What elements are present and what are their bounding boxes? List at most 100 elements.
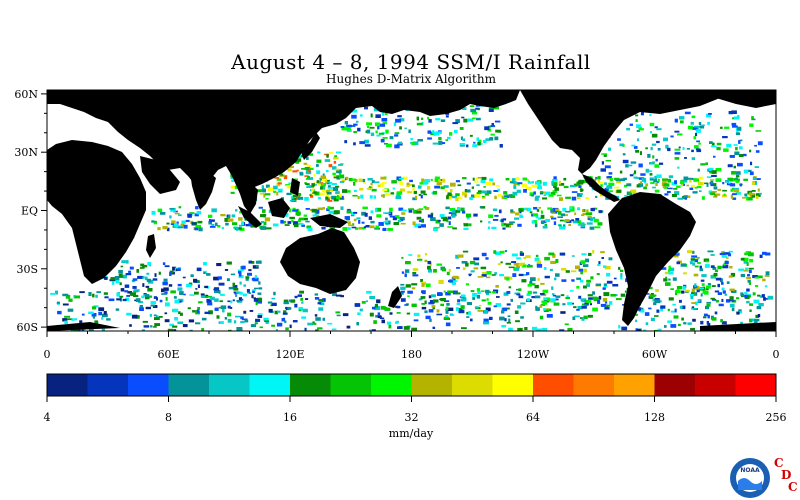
rain-cell <box>692 127 698 130</box>
rain-cell <box>466 189 471 193</box>
rain-cell <box>729 303 735 308</box>
rain-cell <box>610 294 616 297</box>
colorbar-swatch <box>654 374 696 396</box>
rain-cell <box>573 183 578 187</box>
rain-cell <box>366 187 371 190</box>
rain-cell <box>697 299 701 303</box>
rain-cell <box>709 171 712 174</box>
rain-cell <box>765 271 770 275</box>
rain-cell <box>265 321 269 324</box>
rain-cell <box>428 119 432 123</box>
rain-cell <box>507 315 511 317</box>
rain-cell <box>567 327 573 331</box>
rain-cell <box>398 141 403 145</box>
rain-cell <box>238 275 244 279</box>
colorbar-unit-label: mm/day <box>389 427 434 440</box>
rain-cell <box>623 195 628 197</box>
rain-cell <box>248 222 252 227</box>
rain-cell <box>238 271 242 274</box>
rain-cell <box>604 265 611 270</box>
rain-cell <box>213 276 220 281</box>
lat-tick-label: 60N <box>14 88 38 101</box>
rain-cell <box>652 298 655 302</box>
rain-cell <box>664 193 669 196</box>
rain-cell <box>153 296 158 299</box>
rain-cell <box>650 317 655 322</box>
rain-cell <box>462 210 466 214</box>
rain-cell <box>536 209 540 212</box>
rain-cell <box>706 321 709 325</box>
rain-cell <box>333 160 337 164</box>
rain-cell <box>319 177 322 181</box>
rain-cell <box>473 213 478 217</box>
rain-cell <box>206 273 211 276</box>
rain-cell <box>480 266 487 270</box>
rain-cell <box>369 225 375 229</box>
rain-cell <box>362 178 366 183</box>
rain-cell <box>497 188 500 192</box>
rain-cell <box>389 207 393 212</box>
rain-cell <box>668 271 674 275</box>
rain-cell <box>447 216 452 220</box>
rain-cell <box>663 187 668 189</box>
rain-cell <box>489 178 494 182</box>
rain-cell <box>439 223 444 227</box>
rain-cell <box>470 318 473 322</box>
rain-cell <box>431 305 436 308</box>
rain-cell <box>558 180 561 185</box>
rain-cell <box>447 307 454 311</box>
rain-cell <box>397 219 402 223</box>
rain-cell <box>474 194 481 198</box>
rain-cell <box>710 254 715 256</box>
rain-cell <box>744 292 748 295</box>
rain-cell <box>380 183 385 187</box>
rain-cell <box>399 291 404 295</box>
rain-cell <box>265 227 272 230</box>
rain-cell <box>736 192 741 195</box>
rain-cell <box>731 110 737 114</box>
rain-cell <box>751 116 754 120</box>
rain-cell <box>451 195 458 199</box>
rain-cell <box>504 250 508 253</box>
rain-cell <box>444 189 448 192</box>
rain-cell <box>710 265 715 268</box>
rain-cell <box>699 287 705 290</box>
sumatra-land <box>238 206 262 228</box>
rain-cell <box>645 322 649 326</box>
rain-cell <box>326 154 329 158</box>
rain-cell <box>452 275 459 279</box>
rain-cell <box>690 327 695 331</box>
rain-cell <box>376 134 381 137</box>
rain-cell <box>271 302 277 306</box>
rain-cell <box>465 213 472 218</box>
rain-cell <box>719 252 726 256</box>
rain-cell <box>342 313 349 317</box>
rain-cell <box>565 270 570 273</box>
rain-cell <box>493 190 499 192</box>
rain-cell <box>749 259 754 263</box>
rain-cell <box>656 128 662 131</box>
rain-cell <box>327 187 334 189</box>
rain-cell <box>584 302 589 306</box>
rain-cell <box>553 221 557 225</box>
rain-cell <box>252 277 259 282</box>
rain-cell <box>400 219 404 222</box>
rain-cell <box>721 321 727 325</box>
rain-cell <box>316 159 322 163</box>
rain-cell <box>751 194 756 198</box>
rain-cell <box>562 303 566 306</box>
rain-cell <box>311 208 317 213</box>
rain-cell <box>318 183 323 186</box>
rain-cell <box>515 265 520 269</box>
rain-cell <box>451 282 456 285</box>
rain-cell <box>348 224 354 227</box>
rain-cell <box>413 319 419 322</box>
rain-cell <box>565 210 571 213</box>
rain-cell <box>283 310 287 313</box>
rain-cell <box>342 227 348 231</box>
rain-cell <box>305 183 310 185</box>
rain-cell <box>656 309 660 313</box>
rain-cell <box>550 215 554 218</box>
rain-cell <box>393 222 400 226</box>
rain-cell <box>271 324 275 327</box>
